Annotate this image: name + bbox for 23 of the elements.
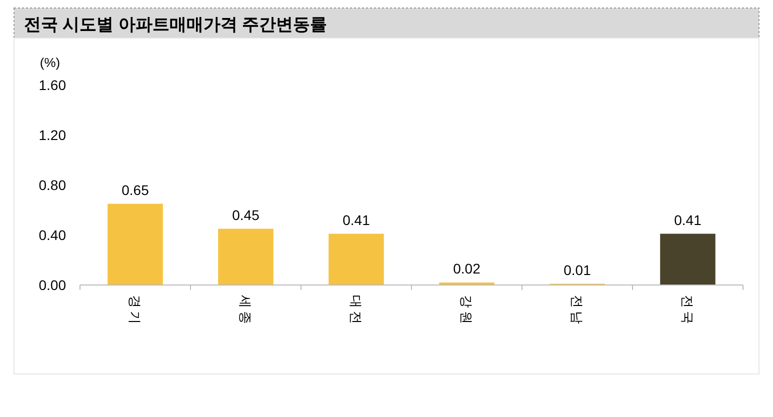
chart-title: 전국 시도별 아파트매매가격 주간변동률 [24,15,328,34]
x-tick-label: 전국 [680,295,696,327]
y-tick-label: 0.80 [38,176,66,193]
y-tick-label: 1.20 [38,126,66,143]
bar [328,234,384,285]
data-label: 0.45 [232,206,260,223]
y-tick-label: 1.60 [38,76,66,93]
data-label: 0.02 [453,260,481,276]
data-label: 0.41 [674,212,702,228]
y-tick-label: 0.40 [38,226,66,243]
bar [660,234,716,285]
x-tick-label: 대전 [348,295,364,327]
data-label: 0.41 [342,212,370,228]
x-tick-label: 세종 [238,295,254,327]
bar [108,204,163,285]
x-tick-label: 강원 [459,295,474,327]
y-tick-label: 0.00 [38,276,66,293]
y-axis-title: (%) [40,55,60,70]
bar [218,228,274,285]
x-tick-label: 경기 [128,295,143,327]
x-tick-label: 전남 [570,295,585,327]
data-label: 0.65 [122,182,150,198]
data-label: 0.01 [564,262,592,278]
